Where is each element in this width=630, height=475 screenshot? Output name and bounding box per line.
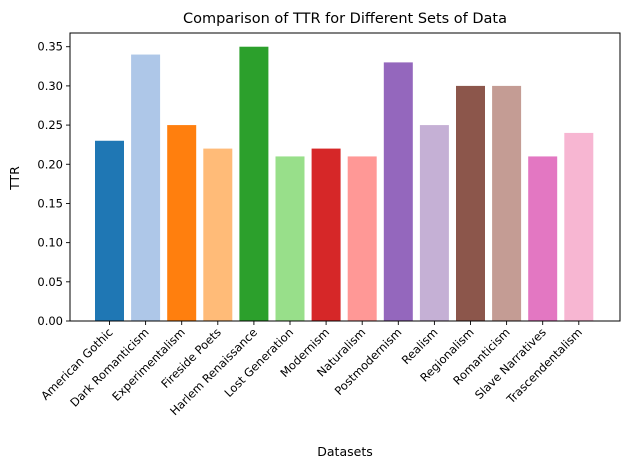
y-tick-label: 0.10 [37,236,63,250]
bar [95,140,124,321]
y-tick-label: 0.30 [37,79,63,93]
y-tick-label: 0.15 [37,196,63,210]
x-axis-label: Datasets [317,444,372,459]
bar [131,54,161,321]
bar [528,156,558,321]
y-tick-label: 0.00 [37,314,63,328]
y-tick-label: 0.35 [37,40,63,54]
bar [564,132,594,321]
bar [275,156,305,321]
bar [311,148,341,321]
bar [492,85,522,322]
chart-title: Comparison of TTR for Different Sets of … [183,11,507,27]
bar [203,148,233,321]
y-tick-label: 0.20 [37,157,63,171]
y-tick-label: 0.25 [37,118,63,132]
plot-area-frame [69,32,621,322]
bar [167,125,197,321]
bar [239,46,269,321]
bar [383,62,413,321]
y-axis-ticks: 0.00 0.05 0.10 0.15 0.20 0.25 0.30 0.35 [37,40,70,328]
x-tick-label: Postmodernism [332,325,405,398]
bar [456,85,485,322]
y-tick-label: 0.05 [37,275,63,289]
bars-group [95,46,594,322]
bar [347,156,377,321]
bar [419,125,449,321]
y-axis-label: TTR [7,166,22,191]
